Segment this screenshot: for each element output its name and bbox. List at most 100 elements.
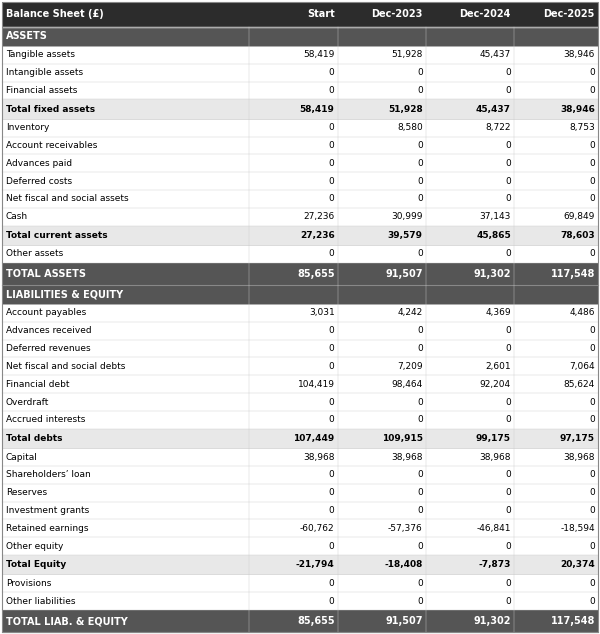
Bar (2, 2, 598, 27)
Text: 0: 0 (417, 541, 423, 551)
Text: 0: 0 (589, 249, 595, 259)
Bar (2, 136, 598, 154)
Text: Dec-2024: Dec-2024 (460, 10, 511, 20)
Text: 85,655: 85,655 (297, 269, 335, 279)
Bar (2, 82, 598, 100)
Text: 92,204: 92,204 (480, 380, 511, 389)
Text: 0: 0 (505, 68, 511, 77)
Text: Financial assets: Financial assets (6, 86, 77, 95)
Text: 0: 0 (589, 398, 595, 406)
Bar (2, 411, 598, 429)
Bar (2, 64, 598, 82)
Bar (2, 537, 598, 555)
Text: Advances paid: Advances paid (6, 158, 72, 168)
Text: Deferred costs: Deferred costs (6, 177, 72, 186)
Text: 0: 0 (417, 158, 423, 168)
Text: 0: 0 (589, 86, 595, 95)
Bar (2, 592, 598, 610)
Text: Deferred revenues: Deferred revenues (6, 344, 91, 353)
Text: 0: 0 (417, 506, 423, 515)
Text: 38,946: 38,946 (560, 105, 595, 113)
Bar (2, 519, 598, 537)
Text: 85,624: 85,624 (564, 380, 595, 389)
Bar (2, 393, 598, 411)
Text: 38,968: 38,968 (303, 453, 335, 462)
Text: Other assets: Other assets (6, 249, 63, 259)
Text: 0: 0 (589, 177, 595, 186)
Text: 0: 0 (505, 158, 511, 168)
Text: Advances received: Advances received (6, 327, 92, 335)
Text: Provisions: Provisions (6, 579, 52, 588)
Text: Total fixed assets: Total fixed assets (6, 105, 95, 113)
Bar (2, 574, 598, 592)
Text: 0: 0 (417, 177, 423, 186)
Text: Overdraft: Overdraft (6, 398, 49, 406)
Text: 0: 0 (417, 579, 423, 588)
Text: 51,928: 51,928 (391, 50, 423, 60)
Bar (2, 172, 598, 190)
Bar (2, 46, 598, 64)
Text: 0: 0 (505, 579, 511, 588)
Text: 45,437: 45,437 (480, 50, 511, 60)
Bar (2, 501, 598, 519)
Text: 38,968: 38,968 (479, 453, 511, 462)
Text: 0: 0 (589, 158, 595, 168)
Text: 38,968: 38,968 (563, 453, 595, 462)
Text: 37,143: 37,143 (479, 212, 511, 221)
Text: Shareholders’ loan: Shareholders’ loan (6, 470, 91, 479)
Text: 0: 0 (329, 141, 335, 150)
Text: 0: 0 (329, 470, 335, 479)
Text: 0: 0 (505, 597, 511, 605)
Text: 38,968: 38,968 (391, 453, 423, 462)
Text: 85,655: 85,655 (297, 616, 335, 626)
Text: 8,722: 8,722 (485, 123, 511, 132)
Text: 4,486: 4,486 (569, 308, 595, 318)
Text: 0: 0 (417, 86, 423, 95)
Text: Total Equity: Total Equity (6, 560, 66, 569)
Text: 0: 0 (329, 68, 335, 77)
Text: Account payables: Account payables (6, 308, 86, 318)
Text: Tangible assets: Tangible assets (6, 50, 75, 60)
Text: 7,064: 7,064 (569, 362, 595, 371)
Text: Net fiscal and social debts: Net fiscal and social debts (6, 362, 125, 371)
Text: 0: 0 (417, 344, 423, 353)
Text: 0: 0 (505, 177, 511, 186)
Text: Dec-2025: Dec-2025 (544, 10, 595, 20)
Text: -57,376: -57,376 (388, 524, 423, 533)
Text: 0: 0 (589, 68, 595, 77)
Text: 8,753: 8,753 (569, 123, 595, 132)
Text: 0: 0 (329, 123, 335, 132)
Bar (2, 100, 598, 119)
Bar (2, 610, 598, 632)
Text: Start: Start (307, 10, 335, 20)
Text: 0: 0 (505, 86, 511, 95)
Text: 4,369: 4,369 (485, 308, 511, 318)
Text: Net fiscal and social assets: Net fiscal and social assets (6, 195, 128, 204)
Text: 0: 0 (417, 141, 423, 150)
Text: 51,928: 51,928 (388, 105, 423, 113)
Text: 0: 0 (417, 398, 423, 406)
Text: LIABILITIES & EQUITY: LIABILITIES & EQUITY (6, 289, 123, 299)
Text: -18,408: -18,408 (385, 560, 423, 569)
Text: 0: 0 (505, 141, 511, 150)
Text: 0: 0 (589, 597, 595, 605)
Text: 69,849: 69,849 (563, 212, 595, 221)
Text: TOTAL LIAB. & EQUITY: TOTAL LIAB. & EQUITY (6, 616, 128, 626)
Text: 0: 0 (589, 141, 595, 150)
Text: 117,548: 117,548 (551, 616, 595, 626)
Bar (2, 429, 598, 448)
Bar (2, 304, 598, 322)
Text: 0: 0 (329, 195, 335, 204)
Bar (2, 448, 598, 466)
Bar (2, 358, 598, 375)
Text: 0: 0 (589, 470, 595, 479)
Text: 27,236: 27,236 (303, 212, 335, 221)
Text: Total debts: Total debts (6, 434, 62, 443)
Text: 0: 0 (505, 327, 511, 335)
Text: 0: 0 (505, 488, 511, 497)
Text: Other equity: Other equity (6, 541, 64, 551)
Text: TOTAL ASSETS: TOTAL ASSETS (6, 269, 86, 279)
Bar (2, 119, 598, 136)
Text: 98,464: 98,464 (392, 380, 423, 389)
Text: 3,031: 3,031 (309, 308, 335, 318)
